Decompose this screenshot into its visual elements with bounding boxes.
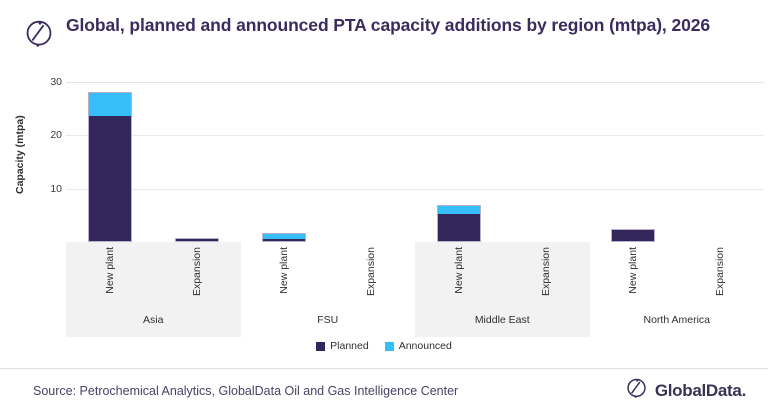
category-label-slot: Expansion [502,245,589,311]
footer-logo-text: GlobalData. [654,380,746,400]
bar-group [241,82,416,242]
bar-group [66,82,241,242]
category-label: New plant [278,247,291,294]
chart-footer: Source: Petrochemical Analytics, GlobalD… [0,368,768,412]
legend-swatch-icon [316,341,326,351]
legend-label: Planned [330,340,369,352]
bar-segment-announced[interactable] [263,233,306,239]
chart-plot-area: Capacity (mtpa) 30 20 10 New plant Expans… [0,76,768,367]
category-label-slot: Expansion [677,245,764,311]
stacked-bar[interactable] [87,91,132,242]
globaldata-mark-icon [624,376,649,406]
chart-header: Global, planned and announced PTA capaci… [0,0,768,82]
bar-segment-announced[interactable] [437,205,480,214]
axis-baseline [66,82,764,83]
category-label-group: New plant Expansion [590,245,765,311]
legend-item[interactable]: Planned [316,340,369,352]
category-label-slot: New plant [241,245,328,311]
y-axis-ticks: 30 20 10 [30,76,62,252]
category-label-slot: New plant [590,245,677,311]
globaldata-mark-icon [22,17,56,51]
bar-segment-planned[interactable] [612,230,655,241]
category-label: Expansion [190,247,203,297]
bar-slot[interactable] [328,82,415,242]
y-tick-label: 30 [50,76,62,88]
group-label: North America [643,314,711,326]
group-band [66,242,241,337]
stacked-bar[interactable] [611,229,656,242]
category-labels: New plant Expansion New plant Expansion New … [66,245,764,311]
stacked-bar[interactable] [262,232,307,242]
category-label-slot: Expansion [153,245,240,311]
group-background-bands [66,242,764,337]
bar-slot[interactable] [415,82,502,242]
category-label: New plant [452,247,465,294]
chart-legend: Planned Announced [0,340,768,352]
bar-group [590,82,765,242]
bar-segment-planned[interactable] [437,213,480,241]
bar-slot[interactable] [66,82,153,242]
stacked-bar[interactable] [174,237,219,242]
group-label: Asia [143,314,164,326]
legend-swatch-icon [384,341,394,351]
group-band [415,242,590,337]
y-tick-label: 10 [50,182,62,195]
category-label: Expansion [539,247,552,297]
y-tick-label: 20 [50,129,62,142]
page-title: Global, planned and announced PTA capaci… [66,15,710,35]
group-labels: Asia FSU Middle East North America [66,314,764,332]
category-label: Expansion [714,247,727,297]
bar-slot[interactable] [590,82,677,242]
stacked-bar[interactable] [436,204,481,242]
legend-item[interactable]: Announced [384,340,452,352]
group-label: FSU [317,314,339,326]
group-label: Middle East [474,314,530,326]
footer-logo: GlobalData. [624,376,746,406]
category-label-slot: New plant [66,245,153,311]
category-label-slot: New plant [415,245,502,311]
bar-series-layer [66,82,764,242]
y-axis-title: Capacity (mtpa) [14,115,26,194]
category-label-group: New plant Expansion [241,245,416,311]
bar-segment-planned[interactable] [175,238,218,241]
category-label-group: New plant Expansion [415,245,590,311]
bar-segment-planned[interactable] [88,115,131,241]
source-note: Source: Petrochemical Analytics, GlobalD… [33,383,459,398]
bar-slot[interactable] [502,82,589,242]
gridline [66,188,764,190]
category-label-slot: Expansion [328,245,415,311]
bar-segment-planned[interactable] [263,239,306,241]
gridline [66,135,764,137]
bar-group [415,82,590,242]
bar-slot[interactable] [241,82,328,242]
bar-segment-announced[interactable] [88,92,131,116]
category-label: Expansion [365,247,378,297]
bar-slot[interactable] [677,82,764,242]
bar-slot[interactable] [153,82,240,242]
category-label: New plant [103,247,116,294]
category-label: New plant [627,247,640,294]
legend-label: Announced [398,340,452,352]
category-label-group: New plant Expansion [66,245,241,311]
